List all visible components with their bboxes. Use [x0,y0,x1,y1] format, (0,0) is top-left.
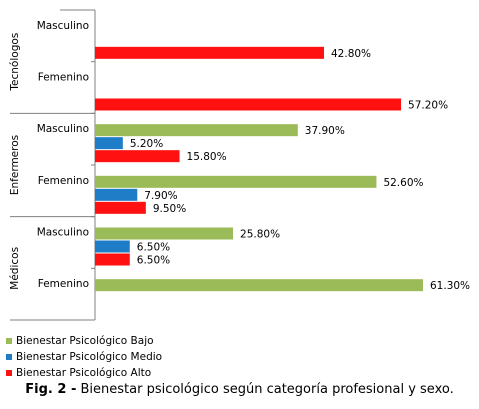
bar-alto [95,201,146,214]
chart: Tecnólogos Masculino 42.80% Femenino 57.20% E… [9,9,470,321]
legend-label-medio: Bienestar Psicológico Medio [16,351,163,363]
legend-label-bajo: Bienestar Psicológico Bajo [16,335,154,347]
category-label: Masculino [37,123,89,135]
data-label-medio: 6.50% [137,242,170,254]
data-label-medio: 5.20% [130,138,163,150]
legend-swatch-medio [6,354,12,360]
bar-alto [95,150,180,163]
data-label-alto: 42.80% [331,48,371,60]
data-label-bajo: 25.80% [240,229,280,241]
data-label-alto: 9.50% [153,203,186,215]
bar-bajo [95,227,234,240]
legend-swatch-bajo [6,338,12,344]
bar-medio [95,240,130,253]
legend-swatch-alto [6,370,12,376]
bar-bajo [95,175,377,188]
caption-prefix: Fig. 2 - [25,382,77,397]
bar-medio [95,137,123,150]
category-label: Masculino [37,20,89,32]
category-label: Femenino [38,175,89,187]
data-label-alto: 57.20% [408,100,448,112]
legend-item-medio: Bienestar Psicológico Medio [6,349,162,365]
figure-caption: Fig. 2 - Bienestar psicológico según cat… [0,382,479,397]
data-label-bajo: 37.90% [305,125,345,137]
legend-item-bajo: Bienestar Psicológico Bajo [6,333,162,349]
group-label: Tecnólogos [9,33,21,92]
group-label: Enfermeros [9,135,21,195]
bar-alto [95,253,130,266]
caption-text: Bienestar psicológico según categoría pr… [80,382,454,397]
data-label-medio: 7.90% [144,190,177,202]
category-label: Femenino [38,278,89,290]
data-label-alto: 6.50% [137,255,170,267]
bar-medio [95,188,138,201]
data-label-bajo: 61.30% [430,280,470,292]
data-label-bajo: 52.60% [383,177,423,189]
category-label: Femenino [38,72,89,84]
data-label-alto: 15.80% [187,151,227,163]
group-label: Médicos [9,247,21,290]
bar-bajo [95,279,423,292]
legend-item-alto: Bienestar Psicológico Alto [6,365,162,381]
bar-alto [95,98,402,111]
legend: Bienestar Psicológico Bajo Bienestar Psi… [6,333,162,381]
legend-label-alto: Bienestar Psicológico Alto [16,367,152,379]
category-label: Masculino [37,227,89,239]
bar-alto [95,46,325,59]
bar-bajo [95,124,298,137]
